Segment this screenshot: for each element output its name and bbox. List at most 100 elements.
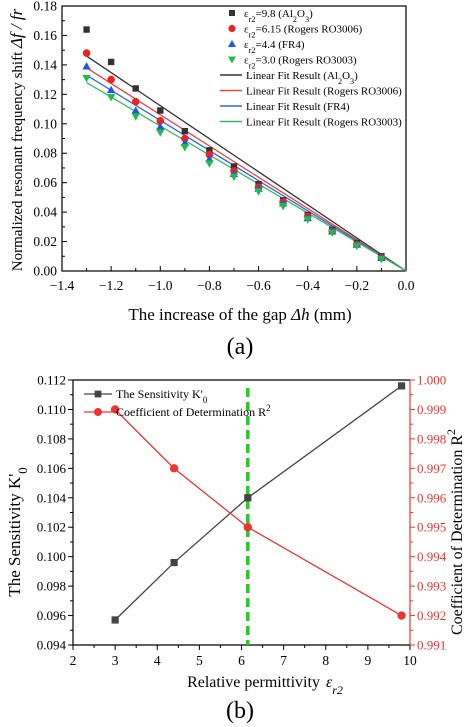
y-tick-label: 0.104: [37, 490, 67, 505]
y-tick-label: 0.110: [37, 402, 66, 417]
data-point: [131, 113, 140, 121]
y-tick-label: 0.098: [37, 579, 66, 594]
chart-a-y-axis-label: Normalized resonant frequency shift Δf /…: [7, 8, 26, 271]
data-point: [131, 106, 140, 114]
legend-label: εr2=6.15 (Rogers RO3006): [244, 24, 363, 40]
data-point: [181, 127, 189, 135]
chart-b-right-y-ticks: 0.991 0.992 0.993 0.994 0.995 0.996 0.997 0.998…: [410, 373, 447, 653]
legend-label: εr2=3.0 (Rogers RO3003): [244, 55, 357, 71]
y-tick-label: 0.16: [33, 28, 57, 43]
data-point: [156, 122, 165, 130]
fit-line: [86, 67, 407, 272]
chart-b-x-axis-label: Relative permittivity εr2: [187, 674, 343, 697]
data-point: [111, 616, 119, 624]
series-line: [114, 408, 402, 617]
x-tick-label: −0.6: [246, 278, 271, 293]
data-point: [131, 97, 140, 106]
data-point: [377, 256, 386, 264]
data-point: [230, 163, 238, 170]
y-tick-label: 0.102: [37, 520, 66, 535]
data-point: [205, 150, 214, 159]
fit-line: [86, 55, 407, 272]
legend-label: εr2=9.8 (Al2O3): [244, 8, 313, 24]
legend-marker: [228, 56, 236, 64]
data-point: [82, 74, 91, 83]
legend-label: Linear Fit Result (Rogers RO3006): [246, 86, 402, 98]
fit-line: [86, 74, 407, 272]
data-point: [132, 85, 139, 92]
chart-b-right-y-axis-label: Coefficient of Determination R2: [444, 429, 466, 635]
y-right-tick-label: 0.994: [417, 549, 447, 564]
data-point: [156, 129, 165, 137]
y-right-tick-label: 0.999: [417, 402, 446, 417]
x-tick-label: 5: [196, 653, 203, 668]
legend-label: Linear Fit Result (Rogers RO3003): [246, 117, 402, 129]
y-right-tick-label: 0.993: [417, 579, 446, 594]
x-tick-label: −1.2: [99, 278, 124, 293]
data-point: [397, 611, 406, 620]
y-right-tick-label: 0.995: [417, 520, 446, 535]
y-tick-label: 0.108: [37, 431, 66, 446]
data-point: [229, 173, 239, 181]
data-point: [156, 117, 165, 125]
x-tick-label: 10: [403, 653, 417, 668]
data-point: [243, 523, 253, 532]
series-line: [114, 385, 402, 621]
legend-label: Linear Fit Result (FR4): [246, 101, 350, 113]
data-point: [169, 464, 179, 473]
data-point: [82, 49, 91, 57]
x-tick-label: 9: [365, 653, 372, 668]
y-right-tick-label: 0.997: [417, 461, 447, 476]
legend-label: The Sensitivity K'0: [116, 387, 208, 405]
x-tick-label: −1.0: [148, 278, 173, 293]
data-point: [303, 216, 312, 224]
chart-a: −1.4 −1.2 −1.0 −0.8 −0.6 −0.4 −0.2 0.0 0.00 0.02…: [7, 0, 415, 360]
y-tick-label: 0.00: [33, 264, 57, 279]
legend-marker: [228, 24, 236, 33]
chart-b-x-ticks: 2 3 4 5 6 7 8 9 10: [70, 645, 417, 668]
y-tick-label: 0.096: [37, 608, 67, 623]
data-point: [110, 405, 120, 414]
y-tick-label: 0.112: [37, 373, 66, 388]
data-point: [205, 160, 214, 168]
y-tick-label: 0.06: [33, 175, 57, 190]
x-tick-label: −0.2: [345, 278, 370, 293]
data-point: [180, 144, 190, 152]
data-point: [83, 26, 90, 33]
x-tick-label: 2: [70, 653, 77, 668]
legend-marker: [94, 390, 102, 398]
y-tick-label: 0.094: [37, 638, 67, 653]
data-point: [397, 382, 406, 390]
chart-a-fit-lines: [86, 55, 407, 272]
x-tick-label: −0.4: [295, 278, 320, 293]
x-tick-label: 0.0: [398, 278, 415, 293]
chart-b: 2 3 4 5 6 7 8 9 10 0.094 0.096 0.098 0.100 0.102 0.10…: [5, 373, 466, 725]
chart-a-panel-label: (a): [227, 334, 254, 360]
y-tick-label: 0.14: [33, 57, 57, 72]
data-point: [244, 494, 252, 502]
x-tick-label: −1.4: [50, 278, 75, 293]
x-tick-label: −0.8: [197, 278, 222, 293]
legend-label: εr2=4.4 (FR4): [244, 39, 305, 55]
y-right-tick-label: 0.996: [417, 490, 447, 505]
chart-b-panel-label: (b): [226, 698, 254, 724]
chart-b-plot-area: [72, 379, 411, 646]
y-right-tick-label: 0.992: [417, 608, 446, 623]
y-tick-label: 0.100: [37, 549, 66, 564]
data-point: [254, 188, 263, 196]
chart-b-series: [110, 382, 406, 624]
y-tick-label: 0.02: [33, 234, 57, 249]
y-tick-label: 0.08: [33, 146, 57, 161]
y-tick-label: 0.04: [33, 205, 57, 220]
y-right-tick-label: 1.000: [417, 373, 446, 388]
y-tick-label: 0.106: [37, 461, 67, 476]
y-tick-label: 0.12: [33, 87, 57, 102]
chart-a-legend: εr2=9.8 (Al2O3)εr2=6.15 (Rogers RO3006)ε…: [220, 8, 402, 129]
data-point: [107, 75, 115, 84]
legend-marker: [94, 408, 102, 416]
data-point: [106, 85, 116, 94]
chart-a-x-ticks: −1.4 −1.2 −1.0 −0.8 −0.6 −0.4 −0.2 0.0: [50, 266, 415, 293]
y-right-tick-label: 0.998: [417, 431, 446, 446]
chart-b-left-y-ticks: 0.094 0.096 0.098 0.100 0.102 0.104 0.106 0.108…: [37, 373, 73, 653]
